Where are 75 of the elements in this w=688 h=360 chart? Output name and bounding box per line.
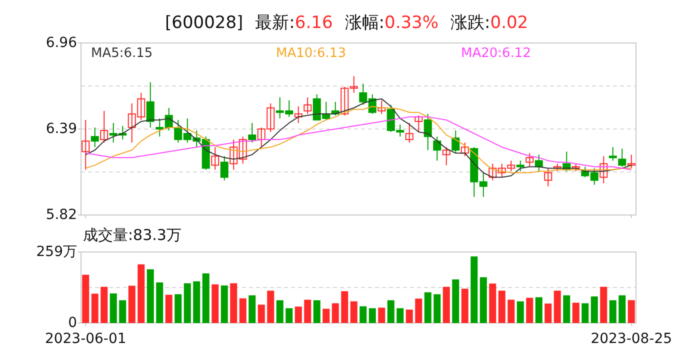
text: MA10:6.13: [276, 46, 346, 61]
bar: [498, 290, 506, 323]
bar: [461, 288, 468, 323]
bar: [332, 303, 339, 323]
bar: [276, 300, 284, 323]
bar: [563, 295, 570, 323]
bar: [322, 308, 330, 323]
bar: [138, 264, 145, 323]
bar: [590, 296, 598, 323]
bar: [628, 300, 635, 323]
y-tick-label: 0: [68, 315, 77, 331]
bar: [341, 291, 348, 323]
bar: [119, 300, 126, 323]
bar: [609, 300, 616, 323]
bar: [350, 301, 358, 323]
y-tick-label: 259万: [36, 244, 77, 260]
y-tick-label: 6.96: [46, 35, 78, 51]
bar: [294, 306, 302, 323]
bar: [415, 298, 422, 323]
chart-title: 成交量:83.3万: [83, 226, 182, 244]
bar: [212, 284, 219, 323]
bar: [128, 286, 136, 323]
bar: [470, 256, 478, 323]
bar: [368, 308, 376, 323]
bar: [202, 273, 210, 323]
bar: [156, 282, 164, 323]
bar: [184, 283, 191, 323]
bar: [248, 295, 256, 323]
bar: [286, 308, 293, 323]
bar: [360, 306, 367, 323]
bar: [618, 295, 626, 323]
bar: [442, 286, 450, 323]
bar: [193, 281, 200, 323]
bar: [406, 310, 413, 323]
bar: [267, 290, 274, 323]
bar: [480, 277, 487, 323]
bar: [526, 298, 534, 323]
text: MA20:6.12: [461, 46, 531, 61]
bar: [313, 300, 320, 323]
bar: [258, 304, 265, 323]
x-tick-label: 2023-06-01: [44, 331, 126, 347]
bar: [396, 308, 404, 323]
bar: [230, 283, 238, 323]
text: MA5:6.15: [91, 46, 153, 61]
text: 涨跌:0.02: [450, 13, 528, 33]
bar: [424, 292, 432, 323]
text: 最新:6.16: [255, 13, 333, 33]
bar: [304, 300, 312, 323]
bar: [544, 304, 552, 323]
bar: [554, 290, 561, 323]
bar: [434, 294, 441, 323]
chart-title: [600028]: [165, 13, 244, 33]
bar: [239, 298, 246, 323]
bar: [452, 279, 460, 323]
bar: [535, 297, 542, 323]
bar: [220, 285, 228, 323]
bar: [100, 286, 108, 323]
bar: [582, 303, 589, 323]
bar: [82, 274, 90, 323]
text: 涨幅:0.33%: [344, 13, 439, 33]
bar: [572, 302, 580, 323]
bar: [110, 293, 117, 323]
bar: [387, 300, 394, 323]
bar: [146, 269, 154, 323]
bar: [508, 300, 515, 323]
bar: [378, 308, 386, 323]
bar: [489, 284, 496, 323]
y-tick-label: 6.39: [46, 121, 77, 137]
x-tick-label: 2023-08-25: [590, 331, 672, 347]
bar: [174, 294, 182, 323]
y-tick-label: 5.82: [46, 207, 77, 223]
bar: [91, 294, 98, 323]
bar: [165, 294, 172, 323]
bar: [516, 301, 524, 323]
bar: [600, 286, 608, 323]
